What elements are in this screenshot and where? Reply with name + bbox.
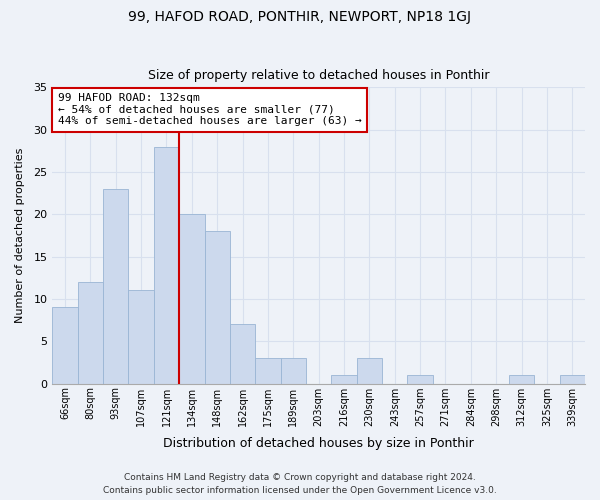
Bar (103, 189, 128, 384)
Bar (154, 146, 179, 384)
Bar (205, 231, 230, 384)
Bar (128, 290, 154, 384)
Bar (77, 282, 103, 384)
Bar (357, 358, 382, 384)
Text: 99 HAFOD ROAD: 132sqm
← 54% of detached houses are smaller (77)
44% of semi-deta: 99 HAFOD ROAD: 132sqm ← 54% of detached … (58, 94, 361, 126)
Bar (331, 375, 357, 384)
Bar (407, 375, 433, 384)
Bar (509, 375, 534, 384)
Title: Size of property relative to detached houses in Ponthir: Size of property relative to detached ho… (148, 69, 490, 82)
X-axis label: Distribution of detached houses by size in Ponthir: Distribution of detached houses by size … (163, 437, 474, 450)
Text: Contains HM Land Registry data © Crown copyright and database right 2024.
Contai: Contains HM Land Registry data © Crown c… (103, 474, 497, 495)
Text: 99, HAFOD ROAD, PONTHIR, NEWPORT, NP18 1GJ: 99, HAFOD ROAD, PONTHIR, NEWPORT, NP18 1… (128, 10, 472, 24)
Y-axis label: Number of detached properties: Number of detached properties (15, 148, 25, 323)
Bar (560, 375, 585, 384)
Bar (230, 324, 255, 384)
Bar (281, 358, 306, 384)
Bar (179, 214, 205, 384)
Bar (255, 358, 281, 384)
Bar (52, 308, 77, 384)
